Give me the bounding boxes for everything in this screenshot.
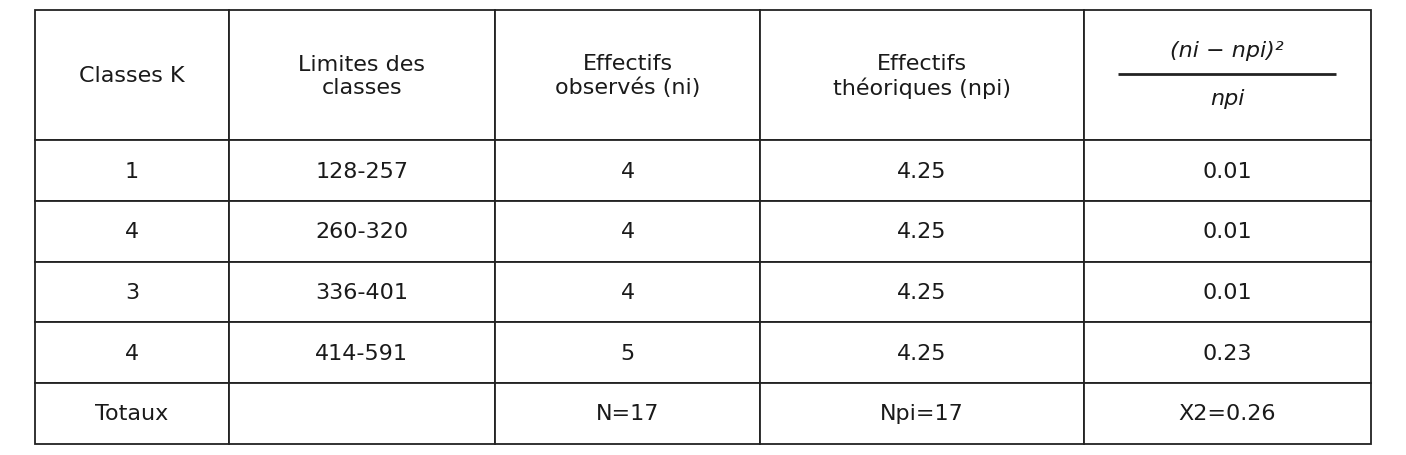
Bar — [35, 383, 229, 444]
Text: 1: 1 — [125, 162, 139, 181]
Text: 5: 5 — [620, 343, 634, 363]
Text: Classes K: Classes K — [79, 66, 186, 86]
Text: Effectifs
théoriques (npi): Effectifs théoriques (npi) — [832, 54, 1011, 99]
Bar — [1084, 262, 1371, 323]
Text: 4.25: 4.25 — [897, 343, 946, 363]
Text: (ni − npi)²: (ni − npi)² — [1170, 41, 1284, 61]
Bar — [761, 262, 1084, 323]
Bar — [761, 383, 1084, 444]
Text: 0.01: 0.01 — [1202, 283, 1251, 302]
Bar — [761, 141, 1084, 202]
Bar — [495, 11, 761, 141]
Text: 0.01: 0.01 — [1202, 222, 1251, 242]
Bar — [1084, 323, 1371, 383]
Bar — [495, 141, 761, 202]
Bar — [35, 262, 229, 323]
Text: Npi=17: Npi=17 — [880, 404, 965, 423]
Text: 4.25: 4.25 — [897, 222, 946, 242]
Bar — [761, 11, 1084, 141]
Bar — [229, 383, 495, 444]
Text: 3: 3 — [125, 283, 139, 302]
Bar — [1084, 141, 1371, 202]
Text: 414-591: 414-591 — [315, 343, 408, 363]
Bar — [1084, 202, 1371, 262]
Text: 4: 4 — [125, 222, 139, 242]
Bar — [495, 383, 761, 444]
Text: npi: npi — [1211, 89, 1244, 109]
Bar — [1084, 383, 1371, 444]
Bar — [495, 262, 761, 323]
Text: 128-257: 128-257 — [315, 162, 408, 181]
Bar — [229, 262, 495, 323]
Text: 4.25: 4.25 — [897, 162, 946, 181]
Text: 260-320: 260-320 — [315, 222, 409, 242]
Bar — [229, 141, 495, 202]
Text: Totaux: Totaux — [96, 404, 169, 423]
Bar — [229, 323, 495, 383]
Bar — [495, 202, 761, 262]
Text: 4: 4 — [620, 162, 634, 181]
Text: Limites des
classes: Limites des classes — [298, 55, 426, 98]
Text: 336-401: 336-401 — [315, 283, 408, 302]
Text: 4: 4 — [125, 343, 139, 363]
Text: X2=0.26: X2=0.26 — [1178, 404, 1277, 423]
Bar — [35, 141, 229, 202]
Bar — [495, 323, 761, 383]
Bar — [229, 11, 495, 141]
Bar — [761, 202, 1084, 262]
Bar — [761, 323, 1084, 383]
Text: N=17: N=17 — [596, 404, 659, 423]
Text: 4: 4 — [620, 283, 634, 302]
Bar — [35, 11, 229, 141]
Bar — [35, 323, 229, 383]
Text: 0.01: 0.01 — [1202, 162, 1251, 181]
Text: 4.25: 4.25 — [897, 283, 946, 302]
Bar — [229, 202, 495, 262]
Bar — [1084, 11, 1371, 141]
Text: Effectifs
observés (ni): Effectifs observés (ni) — [555, 54, 700, 98]
Text: 0.23: 0.23 — [1202, 343, 1251, 363]
Bar — [35, 202, 229, 262]
Text: 4: 4 — [620, 222, 634, 242]
